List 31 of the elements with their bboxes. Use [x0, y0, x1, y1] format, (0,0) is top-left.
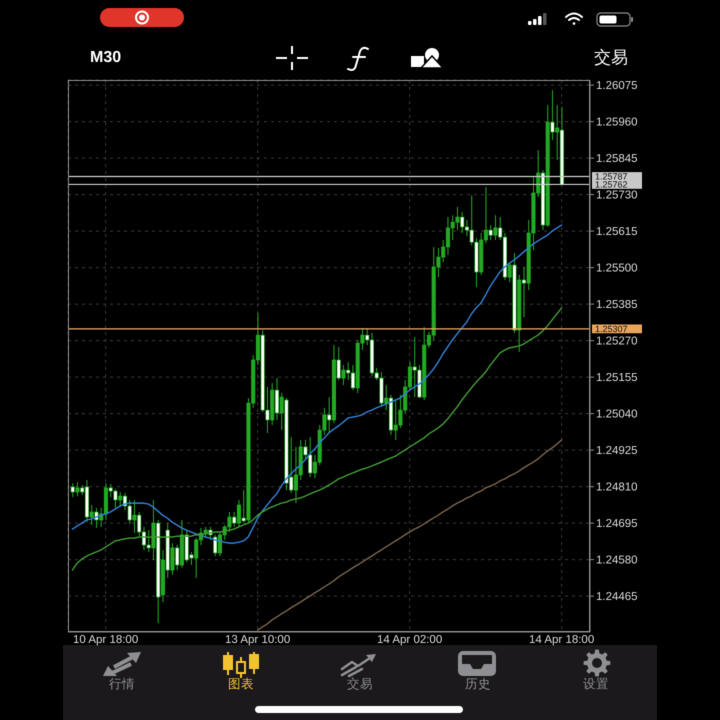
y-tick-label: 1.25960: [596, 116, 638, 129]
text: 图表: [227, 676, 255, 692]
line-series: [256, 439, 562, 631]
x-tick-label: 14 Apr 02:00: [377, 634, 442, 646]
y-tick-label: 1.25385: [596, 299, 638, 312]
y-tick-label: 1.25155: [596, 372, 638, 384]
text: 历史: [464, 676, 492, 692]
ref-line-label: 1.25787: [595, 172, 628, 182]
y-tick-label: 1.26075: [596, 80, 638, 92]
text: 交易: [346, 676, 374, 692]
y-tick-label: 1.25730: [596, 190, 638, 202]
text: 行情: [108, 676, 136, 692]
y-tick-label: 1.25845: [596, 153, 638, 166]
line-series: [72, 307, 562, 571]
x-tick-label: 13 Apr 10:00: [225, 634, 290, 646]
ref-line-label: 1.25762: [595, 180, 628, 190]
x-tick-label: 10 Apr 18:00: [73, 634, 138, 646]
chart-title: M30: [90, 48, 122, 68]
y-tick-label: 1.25040: [596, 408, 638, 421]
y-tick-label: 1.24465: [596, 591, 638, 604]
ref-line-label: 1.25307: [595, 324, 628, 334]
y-tick-label: 1.25500: [596, 262, 638, 275]
y-tick-label: 1.24810: [596, 482, 638, 494]
y-tick-label: 1.24695: [596, 518, 638, 530]
y-tick-label: 1.24580: [596, 554, 638, 567]
text: 交易: [594, 48, 628, 68]
y-tick-label: 1.24925: [596, 445, 638, 458]
y-tick-label: 1.25270: [596, 336, 638, 348]
text: 设置: [582, 676, 610, 692]
x-tick-label: 14 Apr 18:00: [529, 634, 594, 646]
y-tick-label: 1.25615: [596, 226, 638, 238]
